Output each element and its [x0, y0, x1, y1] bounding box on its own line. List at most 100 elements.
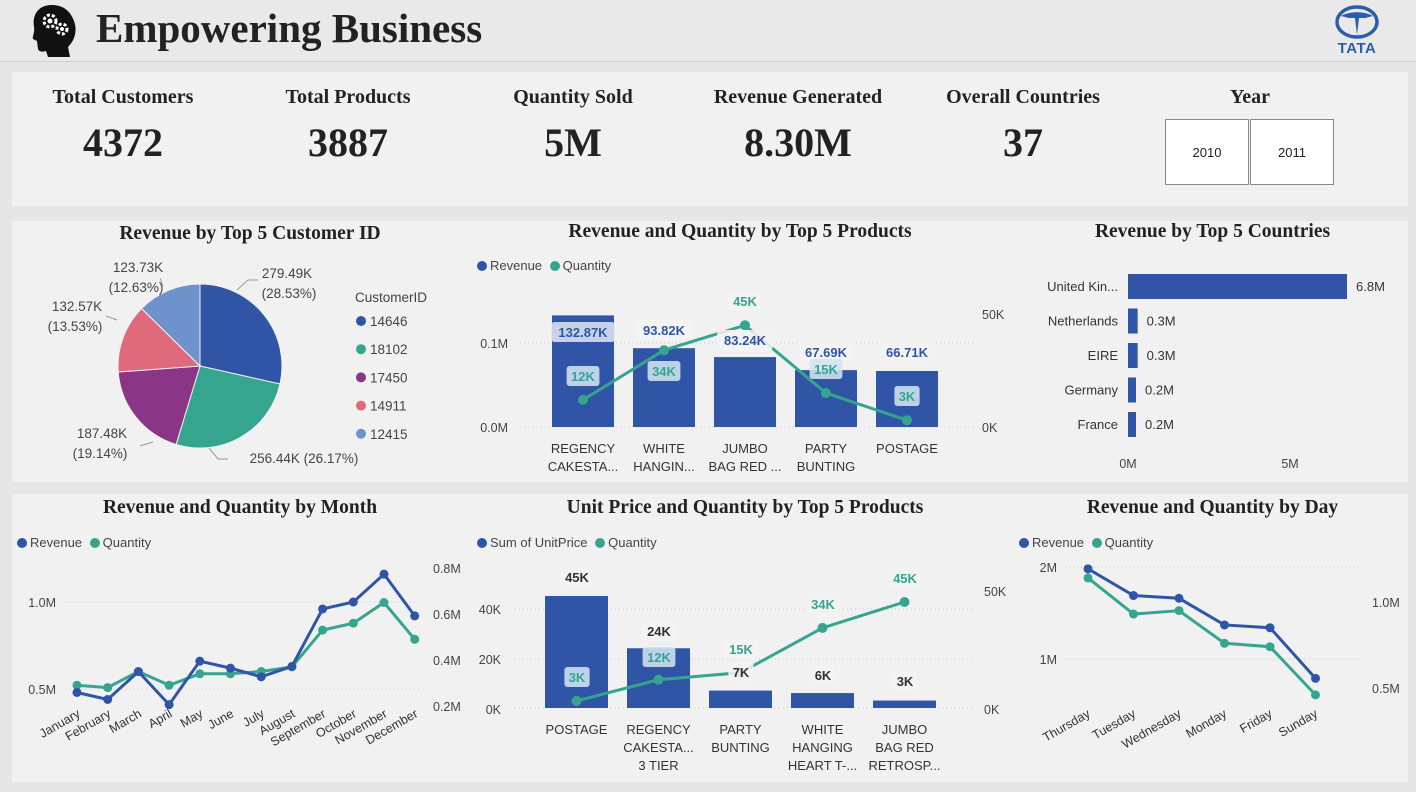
pie-legend-dot [356, 316, 366, 326]
pie-leader-line [208, 447, 228, 460]
pie-leader-line [236, 279, 258, 291]
revenue-point [1311, 673, 1320, 683]
legend-dot [595, 538, 606, 548]
y-tick-left: 2M [1040, 561, 1057, 575]
unitprice-data-label-box [810, 665, 836, 685]
quantity-point [902, 415, 912, 426]
country-label: Netherlands [1048, 314, 1119, 329]
y-tick-right: 0K [982, 421, 998, 435]
quantity-data-label-box [728, 291, 762, 311]
y-tick-left: 20K [479, 653, 502, 667]
legend-label: Quantity [102, 535, 152, 550]
country-label: France [1078, 417, 1118, 432]
chart-title-countries: Revenue by Top 5 Countries [1094, 221, 1331, 242]
revenue-point [133, 667, 143, 677]
quantity-point [1083, 573, 1093, 583]
unitprice-bar [545, 596, 608, 708]
pie-data-label: 187.48K [77, 426, 127, 441]
quantity-data-label-box [894, 386, 920, 406]
legend-label: Quantity [1104, 535, 1154, 550]
y-tick-right: 0.4M [433, 654, 461, 668]
revenue-point [318, 604, 328, 614]
country-label: EIRE [1088, 348, 1119, 363]
revenue-data-label: 66.71K [886, 345, 929, 360]
unitprice-data-label: 7K [733, 665, 750, 680]
quantity-data-label: 12K [571, 369, 595, 384]
kpi-label: Overall Countries [946, 86, 1100, 108]
chart-title-customers: Revenue by Top 5 Customer ID [119, 223, 381, 244]
x-tick-label: BAG RED ... [709, 459, 782, 474]
year-slicer-label: Year [1230, 86, 1270, 108]
quantity-point [164, 680, 174, 690]
revenue-data-label-box [636, 320, 692, 340]
unitprice-data-label-box [642, 621, 676, 641]
revenue-data-label-box [551, 322, 615, 342]
quantity-data-label-box [888, 568, 922, 588]
x-tick-label: RETROSP... [868, 758, 940, 773]
kpi-value: 8.30M [744, 120, 852, 165]
quantity-data-label: 3K [899, 389, 916, 404]
kpi-value: 5M [544, 120, 602, 165]
quantity-data-label: 45K [733, 294, 757, 309]
tata-logo: TATA [1326, 5, 1388, 57]
revenue-bar [714, 357, 776, 427]
kpi-value: 37 [1003, 120, 1043, 165]
revenue-data-label-box [879, 342, 935, 362]
legend-dot [549, 261, 560, 271]
quantity-point [1220, 638, 1229, 648]
quantity-point [899, 597, 910, 607]
quantity-point [571, 695, 582, 706]
quantity-data-label: 15K [729, 642, 753, 657]
y-tick-left: 0K [486, 703, 502, 717]
quantity-line [76, 600, 416, 690]
x-tick-label: CAKESTA... [548, 459, 619, 474]
kpi-overall-countries: Overall Countries 37 [913, 86, 1133, 166]
x-tick-label: WHITE [802, 722, 844, 737]
legend-item-revenue: Revenue [1019, 535, 1084, 550]
legend-unitprice: Sum of UnitPrice Quantity [477, 535, 661, 550]
quantity-data-label-box [647, 361, 681, 381]
revenue-point [379, 569, 389, 579]
year-button-2011[interactable]: 2011 [1250, 119, 1334, 185]
chart-title-unitprice: Unit Price and Quantity by Top 5 Product… [566, 497, 924, 518]
revenue-point [1265, 623, 1275, 633]
pie-legend-label: 14911 [370, 399, 407, 414]
quantity-point [817, 622, 828, 633]
revenue-point [1220, 620, 1229, 630]
y-tick-right: 0K [984, 703, 1000, 717]
x-tick-label: PARTY [805, 441, 847, 456]
quantity-data-label-box [806, 594, 840, 614]
quantity-point [1311, 690, 1320, 700]
kpi-total-customers: Total Customers 4372 [13, 86, 233, 166]
quantity-point [72, 680, 82, 690]
y-tick-left: 0.5M [28, 683, 56, 697]
x-tick-label: JUMBO [882, 722, 928, 737]
y-tick-left: 40K [479, 603, 502, 617]
quantity-data-label-box [642, 647, 676, 667]
pie-leader-line [159, 277, 164, 287]
tata-logo-icon [1335, 5, 1379, 39]
legend-label: Revenue [1032, 535, 1085, 550]
legend-item-quantity: Quantity [1091, 535, 1154, 550]
pie-leader-line [105, 315, 118, 321]
quantity-data-label-box [564, 667, 590, 687]
legend-dot [1019, 538, 1029, 548]
x-tick-label: POSTAGE [876, 441, 938, 456]
pie-data-label: 279.49K [262, 266, 312, 281]
x-tick-label: Thursday [1040, 706, 1093, 745]
year-button-2010[interactable]: 2010 [1165, 119, 1249, 185]
unitprice-data-label-box [892, 671, 918, 691]
revenue-point [287, 661, 297, 671]
quantity-data-label: 3K [569, 670, 586, 685]
pie-legend-label: 18102 [370, 342, 408, 357]
x-tick-label: CAKESTA... [623, 740, 694, 755]
legend-dot [1091, 538, 1102, 548]
kpi-total-products: Total Products 3887 [238, 86, 458, 166]
revenue-line [76, 571, 416, 708]
quantity-point [578, 394, 588, 405]
chart-title-products: Revenue and Quantity by Top 5 Products [568, 221, 912, 242]
legend-item-revenue: Revenue [17, 535, 82, 550]
x-tick-label: April [146, 706, 175, 731]
x-tick-label: WHITE [643, 441, 685, 456]
x-tick-label: BAG RED [875, 740, 934, 755]
